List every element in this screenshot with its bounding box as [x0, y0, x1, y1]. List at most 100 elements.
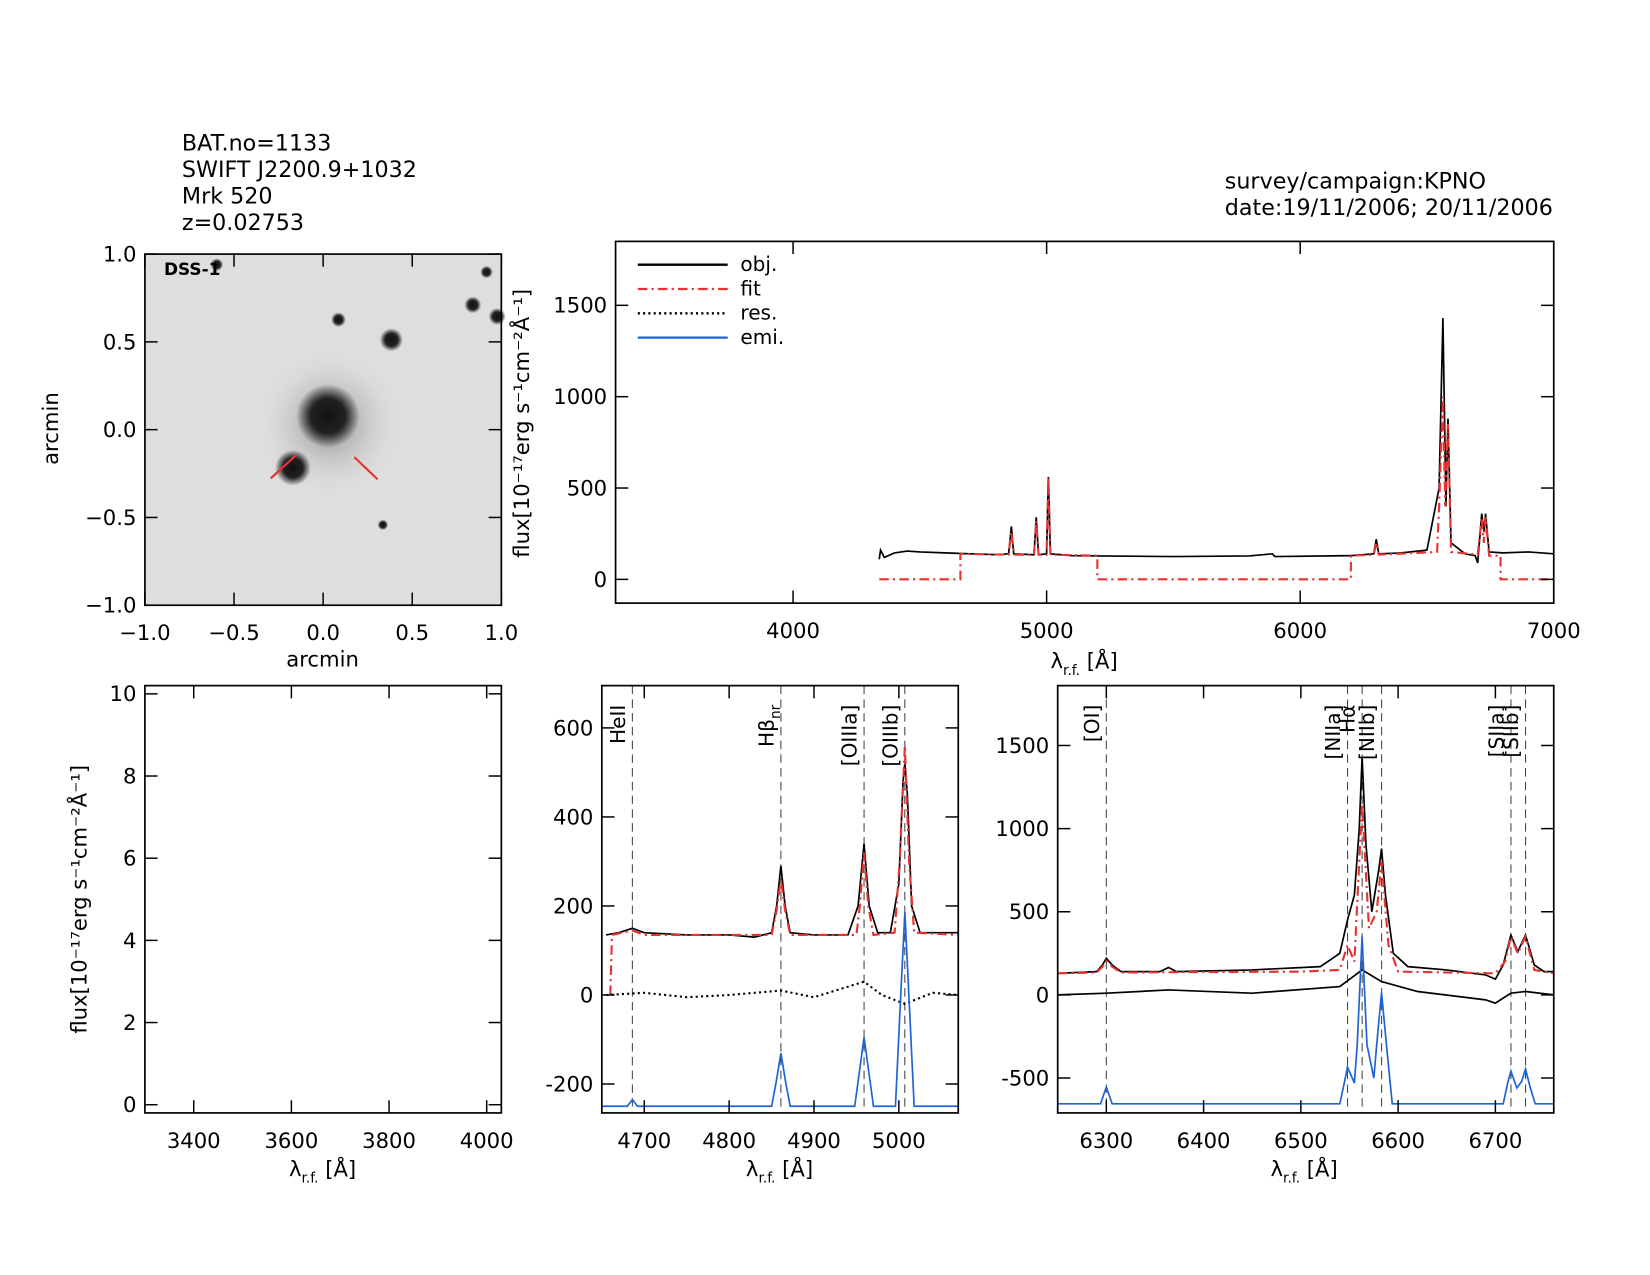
plot-area [601, 685, 959, 1113]
y-tick-label: 0.0 [103, 417, 137, 442]
series-line [609, 745, 959, 996]
star [377, 519, 389, 531]
line-label: [NIIb] [1355, 705, 1379, 760]
x-tick-label: 4900 [787, 1128, 841, 1153]
y-tick-label: 600 [553, 715, 593, 740]
y-tick-label: 1500 [553, 293, 607, 318]
star [379, 328, 403, 352]
y-tick-label: 1500 [995, 733, 1049, 758]
axis-label: λr.f. [Å] [289, 1155, 356, 1186]
line-label-main: [OIIIa] [838, 705, 862, 767]
label-sub: r.f. [302, 1171, 319, 1187]
line-label: [NIIa] [1321, 705, 1345, 760]
x-tick-label: 3400 [167, 1128, 221, 1153]
legend-label: emi. [740, 325, 784, 349]
panel: −1.0 −0.5 0.0 0.5 1.0 −1.0 −0.5 0.0 0.5 1.0 arcmin… [38, 241, 518, 671]
series-line [605, 980, 959, 1006]
line-label: [SIIb] [1499, 705, 1523, 758]
series-line [601, 912, 959, 1108]
y-tick-label: 500 [567, 475, 607, 500]
star [210, 258, 224, 272]
line-label-sub: nr [768, 704, 784, 719]
y-tick-label: -200 [545, 1071, 593, 1096]
star [331, 312, 346, 328]
y-tick-label: 400 [553, 804, 593, 829]
line-label-main: [SIIb] [1499, 705, 1523, 758]
x-tick-label: 0.5 [395, 620, 429, 645]
x-tick-label: −1.0 [119, 620, 170, 645]
axis-label: arcmin [286, 647, 359, 672]
slit-marker [270, 454, 297, 480]
line-label-main: HeII [606, 705, 630, 744]
x-tick-label: 4700 [617, 1128, 671, 1153]
image-label: DSS-1 [164, 259, 220, 279]
x-tick-label: 6000 [1273, 618, 1327, 643]
y-tick-label: −1.0 [85, 593, 136, 618]
axes-frame [614, 240, 1555, 604]
panel: HeII Hβnr [OIIIa] [OIIIb] 4700 4800 4900 5000 -2… [545, 684, 960, 1187]
panel: 4000 5000 6000 7000 0 500 1000 1500 λr.f. [Å] flu… [508, 240, 1581, 679]
x-tick-label: 6400 [1177, 1128, 1231, 1153]
header-line: date:19/11/2006; 20/11/2006 [1225, 195, 1553, 221]
legend-label: obj. [740, 252, 777, 276]
header-line: survey/campaign:KPNO [1225, 169, 1486, 195]
line-label-main: Hα [1336, 705, 1360, 733]
x-tick-label: 0.0 [306, 620, 340, 645]
x-tick-label: 6700 [1468, 1128, 1522, 1153]
y-tick-label: 1000 [553, 384, 607, 409]
line-label: Hα [1336, 705, 1360, 733]
star [464, 296, 482, 314]
axis-label: flux[10⁻¹⁷erg s⁻¹cm⁻²Å⁻¹] [66, 765, 92, 1034]
galaxy [296, 384, 360, 448]
x-tick-label: 6500 [1274, 1128, 1328, 1153]
axis-label: λr.f. [Å] [746, 1155, 813, 1186]
line-label-main: [NIIb] [1355, 705, 1379, 760]
x-tick-label: −0.5 [208, 620, 259, 645]
x-tick-label: 6300 [1079, 1128, 1133, 1153]
header-line: SWIFT J2200.9+1032 [182, 157, 417, 183]
plot-area [878, 318, 1554, 581]
line-label-main: [NIIa] [1321, 705, 1345, 760]
panel: [OI] [NIIa]Hα[NIIb] [SIIa][SIIb] 6300 6400 65… [995, 684, 1555, 1187]
x-tick-label: 6600 [1371, 1128, 1425, 1153]
line-label-main: [OI] [1080, 705, 1104, 742]
y-tick-label: 8 [123, 763, 136, 788]
label-tail: [Å] [319, 1155, 357, 1181]
header-left: BAT.no=1133 SWIFT J2200.9+1032 Mrk 520 z… [182, 130, 417, 235]
y-tick-label: 1.0 [103, 241, 137, 266]
axis-label: flux[10⁻¹⁷erg s⁻¹cm⁻²Å⁻¹] [508, 289, 534, 558]
x-tick-label: 5000 [1020, 618, 1074, 643]
line-label: [SIIa] [1485, 705, 1509, 758]
x-tick-label: 7000 [1527, 618, 1581, 643]
x-tick-label: 5000 [872, 1128, 926, 1153]
legend-label: fit [740, 276, 761, 300]
label-tail: [Å] [1080, 648, 1118, 674]
axes-frame [144, 684, 503, 1114]
label-tail: [Å] [1300, 1155, 1338, 1181]
header-line: BAT.no=1133 [182, 130, 331, 156]
y-tick-label: 4 [123, 928, 136, 953]
series-line [1057, 936, 1554, 1105]
panel: 3400 3600 3800 4000 0 2 4 6 8 10 λr.f. [Å] flux[10⁻… [66, 681, 514, 1186]
y-tick-label: 6 [123, 846, 136, 871]
slit-marker [353, 456, 379, 481]
axis-label: arcmin [38, 392, 63, 465]
companion [275, 449, 311, 486]
label-sub: r.f. [1063, 663, 1080, 679]
y-tick-label: −0.5 [85, 505, 136, 530]
y-tick-label: 0.5 [103, 329, 137, 354]
label-main: λ [1271, 1156, 1284, 1181]
header-line: z=0.02753 [182, 210, 304, 236]
label-main: λ [1051, 649, 1064, 674]
label-main: λ [746, 1156, 759, 1181]
axis-label: λr.f. [Å] [1271, 1155, 1338, 1186]
label-tail: [Å] [775, 1155, 813, 1181]
axes-frame [600, 684, 960, 1114]
y-tick-label: 500 [1009, 899, 1049, 924]
line-label-main: [SIIa] [1485, 705, 1509, 758]
line-label: [OI] [1080, 705, 1104, 742]
legend-label: res. [740, 301, 777, 325]
series-line [1057, 803, 1554, 975]
